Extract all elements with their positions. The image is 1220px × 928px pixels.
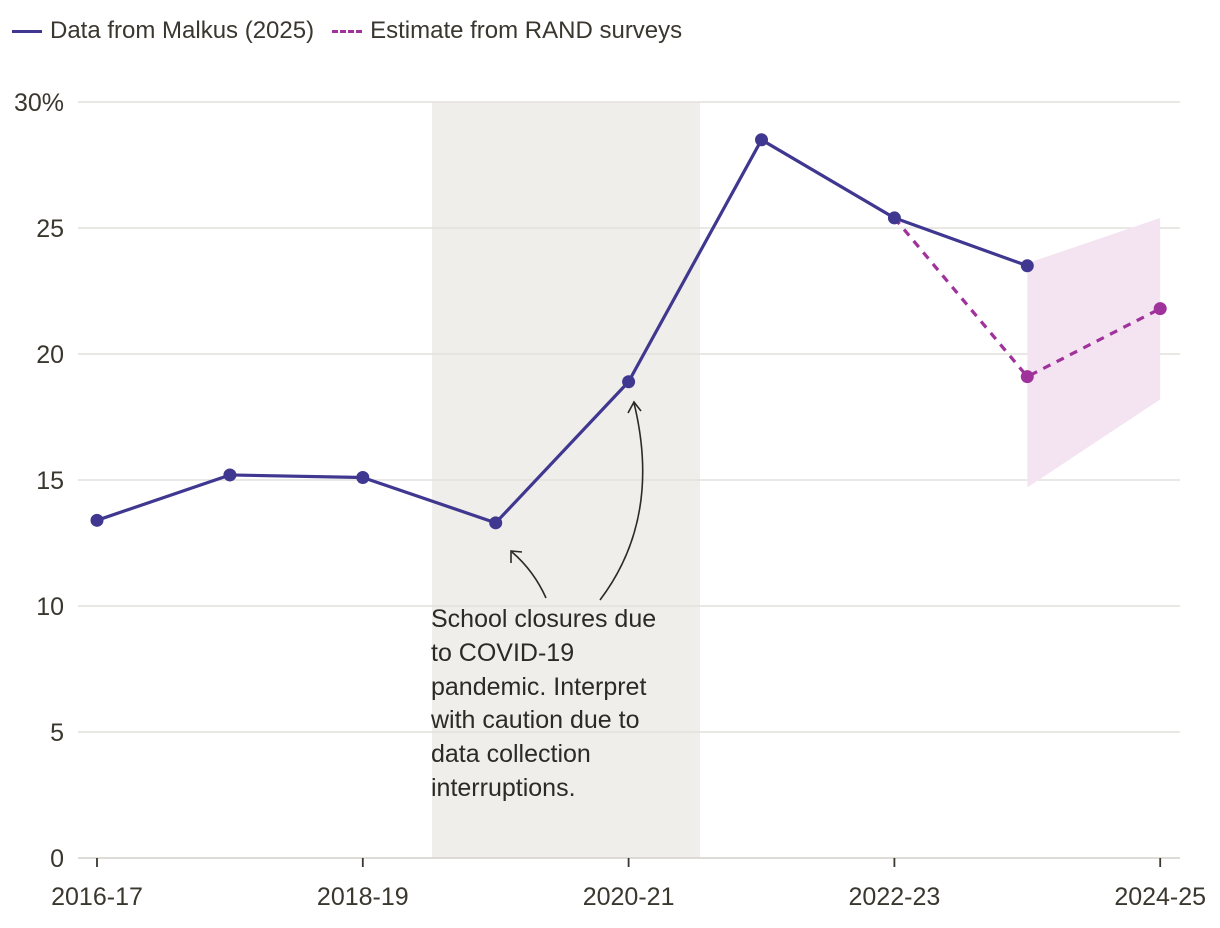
annotation-arrow-to-2019-20 — [511, 551, 547, 599]
data-point-malkus — [755, 133, 768, 147]
legend-label-malkus: Data from Malkus (2025) — [50, 17, 315, 44]
x-axis-ticks: 2016-17 2018-19 2020-21 2022-23 2024-25 — [51, 858, 1206, 911]
data-point-malkus — [489, 516, 503, 530]
annotation-arrowhead-to-2020-21 — [627, 400, 642, 414]
x-tick-label: 2022-23 — [849, 883, 941, 911]
data-point-malkus — [887, 211, 901, 225]
data-point-malkus — [223, 468, 237, 482]
annotation-line: to COVID-19 — [431, 639, 574, 667]
y-axis-tick-labels: 0 5 10 15 20 25 30% — [14, 89, 64, 873]
y-tick-label: 30% — [14, 89, 64, 117]
y-tick-label: 20 — [36, 341, 64, 369]
series-points — [90, 133, 1167, 530]
series-line-rand-estimate — [893, 216, 1161, 379]
annotation-arrow-to-2020-21 — [599, 402, 644, 601]
y-tick-label: 5 — [50, 719, 64, 747]
y-tick-label: 25 — [36, 215, 64, 243]
x-tick-label: 2016-17 — [51, 883, 143, 911]
data-point-rand-estimate — [1020, 370, 1034, 384]
y-tick-label: 15 — [36, 467, 64, 495]
annotation-line: with caution due to — [430, 706, 639, 734]
data-point-rand-estimate — [1153, 302, 1167, 316]
legend-dashed-line-swatch — [332, 29, 363, 33]
estimate-interval-band-layer — [1027, 217, 1161, 488]
annotation-line: School closures due — [431, 605, 656, 633]
data-point-malkus — [1020, 259, 1034, 273]
annotation-line: data collection — [431, 740, 591, 768]
x-tick-label: 2024-25 — [1114, 883, 1206, 911]
series-line-malkus — [96, 138, 1028, 525]
legend-item-malkus: Data from Malkus (2025) — [12, 17, 314, 45]
annotation-line: interruptions. — [431, 774, 576, 802]
data-point-malkus — [90, 513, 104, 527]
annotation-arrowhead-to-2019-20 — [510, 550, 523, 563]
covid-annotation: School closures due to COVID-19 pandemic… — [430, 605, 663, 802]
x-tick-label: 2020-21 — [583, 883, 675, 911]
annotation-arrows — [510, 400, 644, 601]
data-point-malkus — [356, 470, 370, 484]
y-tick-label: 10 — [36, 593, 64, 621]
legend-item-rand: Estimate from RAND surveys — [332, 17, 682, 45]
series-lines — [96, 138, 1161, 525]
x-tick-label: 2018-19 — [317, 883, 409, 911]
chart-legend: Data from Malkus (2025) Estimate from RA… — [12, 14, 700, 48]
annotation-line: pandemic. Interpret — [431, 673, 646, 701]
y-tick-label: 0 — [50, 845, 64, 873]
data-point-malkus — [622, 375, 636, 389]
estimate-interval-band — [1027, 217, 1161, 488]
gridlines — [78, 101, 1180, 733]
legend-solid-line-swatch — [12, 29, 42, 33]
legend-label-rand: Estimate from RAND surveys — [370, 17, 683, 44]
